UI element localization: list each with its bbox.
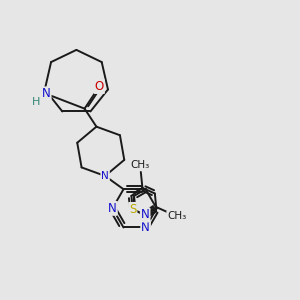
Text: S: S: [129, 203, 136, 216]
Text: N: N: [42, 87, 51, 101]
Text: N: N: [108, 202, 117, 215]
Text: O: O: [95, 80, 104, 93]
Text: CH₃: CH₃: [167, 211, 187, 221]
Text: H: H: [32, 97, 40, 107]
Text: N: N: [101, 171, 109, 181]
Text: N: N: [141, 208, 149, 221]
Text: CH₃: CH₃: [130, 160, 150, 170]
Text: N: N: [141, 221, 150, 234]
